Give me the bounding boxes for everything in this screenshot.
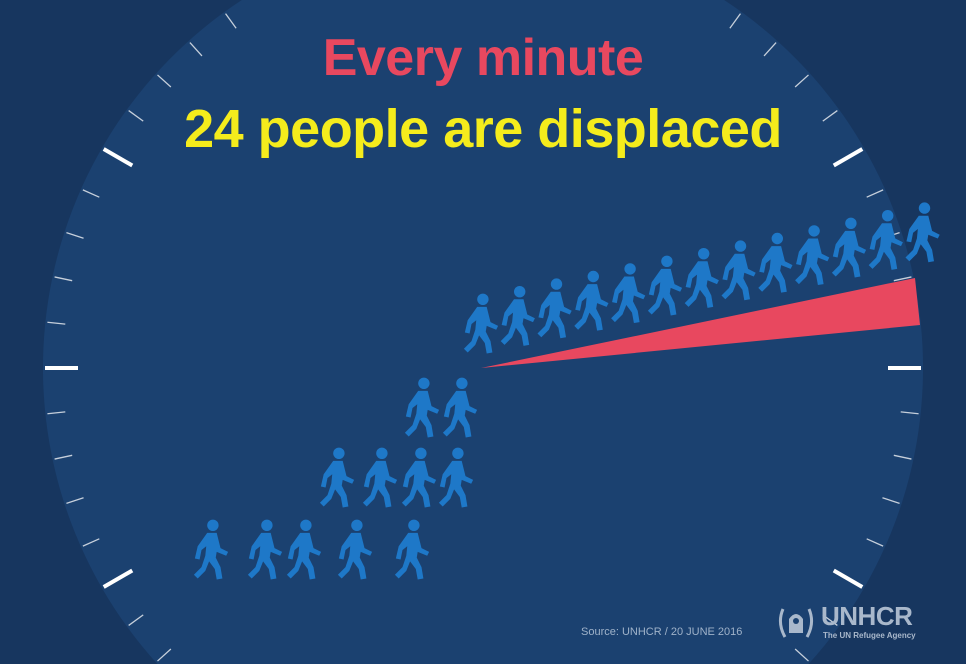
minor-tick — [794, 648, 809, 662]
minor-tick — [128, 614, 144, 626]
minor-tick — [822, 614, 838, 626]
minor-tick — [82, 189, 100, 198]
minor-tick — [225, 13, 237, 29]
major-tick — [102, 147, 134, 168]
minor-tick — [66, 497, 84, 504]
minor-tick — [882, 497, 900, 504]
minor-tick — [128, 110, 144, 122]
minor-tick — [47, 321, 66, 325]
major-tick — [832, 147, 864, 168]
minor-tick — [66, 232, 84, 239]
unhcr-emblem-icon — [778, 608, 814, 638]
minor-tick — [47, 411, 66, 415]
minor-tick — [82, 538, 100, 547]
minor-tick — [822, 110, 838, 122]
minor-tick — [893, 454, 912, 460]
minor-tick — [763, 42, 777, 57]
logo-tagline: The UN Refugee Agency — [823, 631, 916, 640]
headline-line2: 24 people are displaced — [184, 99, 782, 159]
minor-tick — [866, 538, 884, 547]
minor-tick — [157, 648, 172, 662]
logo-name: UNHCR — [821, 601, 913, 631]
clock-hand — [481, 278, 920, 368]
minor-tick — [157, 74, 172, 88]
minor-tick — [54, 276, 73, 282]
clock-ticks — [45, 13, 921, 662]
minor-tick — [893, 276, 912, 282]
minor-tick — [54, 454, 73, 460]
source-note: Source: UNHCR / 20 JUNE 2016 — [581, 626, 743, 638]
headline-line1: Every minute — [322, 29, 644, 87]
major-tick — [102, 568, 134, 589]
minor-tick — [866, 189, 884, 198]
major-tick — [832, 568, 864, 589]
walking-person-icon — [905, 202, 940, 263]
minor-tick — [729, 13, 741, 29]
minor-tick — [794, 74, 809, 88]
unhcr-logo: UNHCR The UN Refugee Agency — [775, 603, 935, 643]
minor-tick — [900, 411, 919, 415]
minor-tick — [189, 42, 203, 57]
